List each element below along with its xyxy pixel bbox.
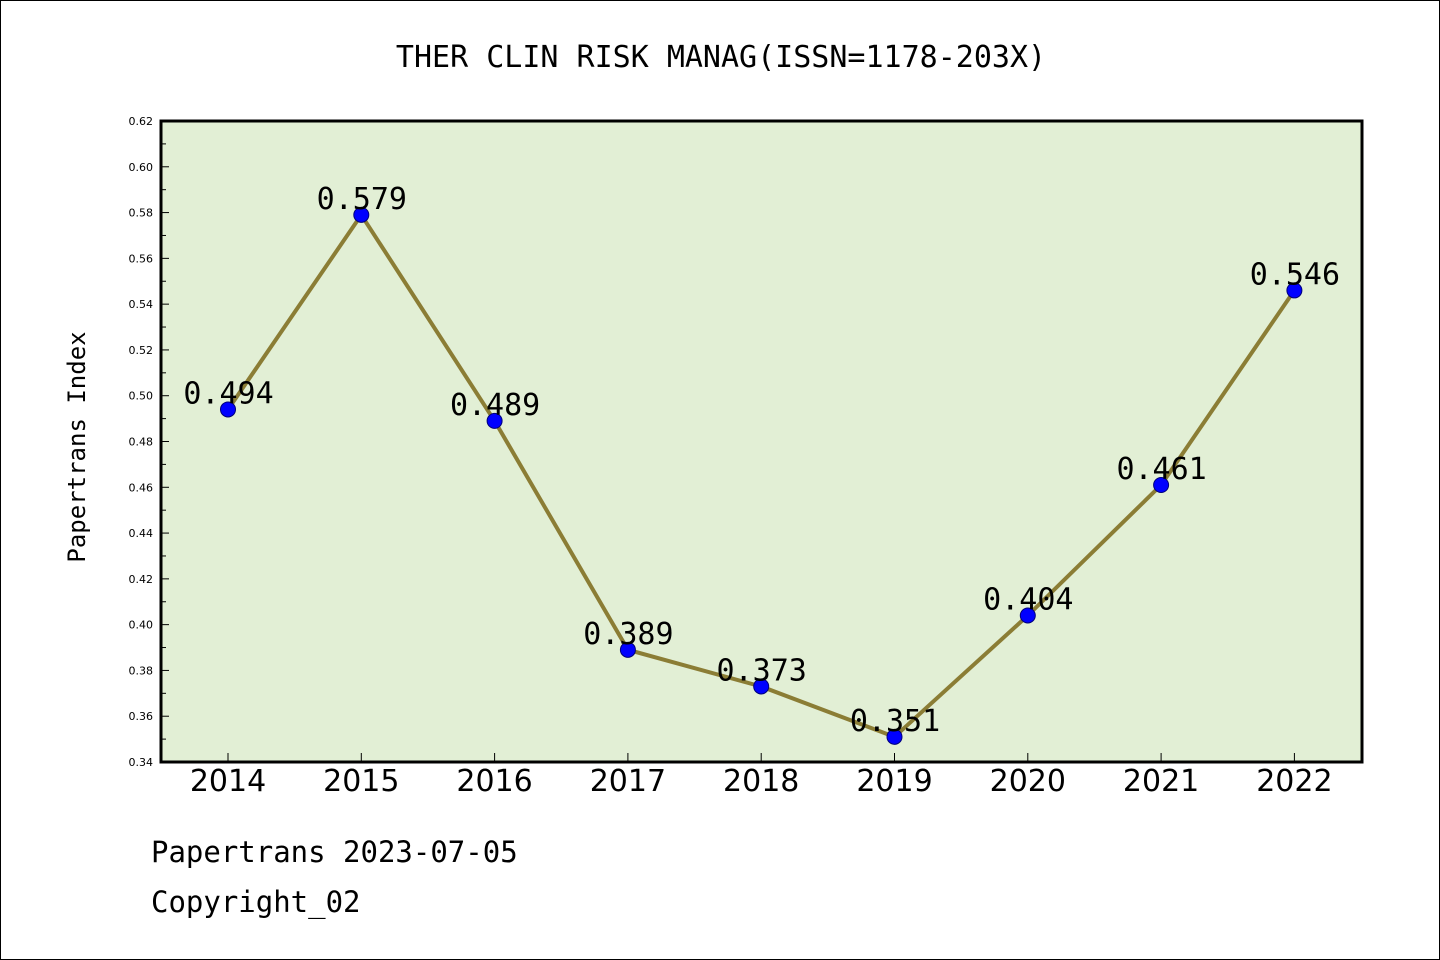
data-label: 0.489 [450,388,540,423]
y-tick-label: 0.38 [129,664,154,677]
x-tick-label: 2019 [856,764,932,799]
x-tick-label: 2014 [190,764,266,799]
plot-border [159,119,1364,764]
y-tick-label: 0.34 [129,756,154,769]
data-point-marker [353,206,370,223]
data-point-marker [1019,607,1036,624]
y-tick-label: 0.52 [129,344,154,357]
y-tick-label: 0.54 [129,298,154,311]
data-label: 0.579 [317,182,407,217]
data-point-marker [753,678,770,695]
x-axis: 2014 2015 2016 2017 2018 2019 2020 2021 2022 [190,753,1333,799]
data-point-marker [1153,476,1170,493]
data-label: 0.404 [983,582,1073,617]
data-label: 0.373 [717,653,807,688]
x-tick-label: 2016 [456,764,532,799]
x-tick-label: 2020 [990,764,1066,799]
data-point-marker [486,412,503,429]
footer-source: Papertrans 2023-07-05 [151,835,518,869]
data-series: 0.494 0.579 0.489 0.389 0.373 0.351 0.404 0.461… [183,182,1340,745]
y-tick-label: 0.62 [129,115,154,128]
data-point-marker [1286,282,1303,299]
y-tick-label: 0.46 [129,481,154,494]
y-tick-label: 0.36 [129,710,154,723]
footer-copyright: Copyright_02 [151,885,361,919]
y-axis-label: Papertrans Index [63,331,91,562]
y-tick-label: 0.50 [129,390,154,403]
x-tick-label: 2022 [1256,764,1332,799]
y-tick-label: 0.56 [129,252,154,265]
y-tick-label: 0.60 [129,161,154,174]
y-tick-label: 0.44 [129,527,154,540]
x-tick-label: 2021 [1123,764,1199,799]
y-tick-label: 0.40 [129,619,154,632]
data-label: 0.351 [850,704,940,739]
y-tick-label: 0.48 [129,436,154,449]
data-label: 0.389 [583,617,673,652]
data-label: 0.546 [1250,257,1340,292]
x-tick-label: 2018 [723,764,799,799]
x-tick-label: 2015 [323,764,399,799]
y-tick-label: 0.58 [129,207,154,220]
data-label: 0.494 [183,376,273,411]
y-tick-label: 0.42 [129,573,154,586]
data-point-marker [886,728,903,745]
chart-title: THER CLIN RISK MANAG(ISSN=1178-203X) [396,40,1046,75]
x-tick-label: 2017 [590,764,666,799]
data-point-marker [220,401,236,418]
plot-area [161,121,1362,762]
y-axis: 0.34 0.36 0.38 0.40 0.42 0.44 0.46 0.48 0.50 0.52… [129,115,169,769]
data-label: 0.461 [1116,452,1206,487]
data-point-marker [619,641,636,658]
